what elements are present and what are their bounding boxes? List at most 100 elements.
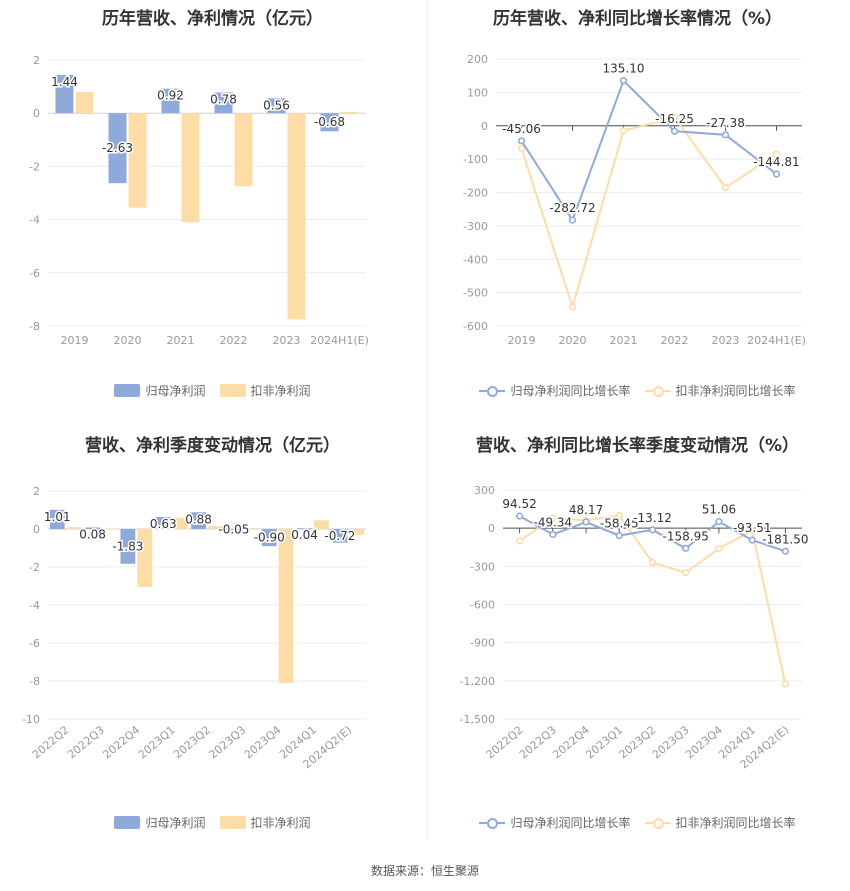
line-point [517, 137, 526, 145]
line-point [619, 127, 628, 135]
chart-legend: 归母净利润 扣非净利润 [0, 382, 425, 399]
x-tick-label: 2024H1(E) [747, 334, 806, 347]
y-tick-label: -100 [463, 153, 488, 166]
bar [137, 529, 153, 587]
line-point [682, 544, 690, 552]
legend-label: 归母净利润 [145, 384, 206, 398]
x-tick-label: 2022Q2 [30, 723, 72, 761]
data-label: 0.78 [210, 92, 237, 106]
legend-swatch [479, 385, 506, 397]
chart-legend: 归母净利润同比增长率 扣非净利润同比增长率 [425, 814, 850, 831]
x-tick-label: 2022Q3 [65, 723, 107, 761]
panel-annual-profit: 历年营收、净利情况（亿元） -8 -6 -4 -2 0 2 2019 2020 2021 2022… [0, 0, 425, 425]
legend-swatch [219, 816, 246, 829]
data-label: 0.88 [185, 512, 212, 526]
bar [85, 527, 100, 529]
line-point [615, 532, 623, 540]
line-point [619, 77, 628, 85]
data-label: -93.51 [733, 521, 772, 535]
legend-swatch [644, 817, 671, 829]
line-point [781, 547, 789, 555]
bar [243, 528, 259, 530]
data-label: -49.34 [533, 515, 572, 529]
legend-swatch [644, 385, 671, 397]
y-tick-label: -8 [29, 320, 40, 333]
y-tick-label: 0 [33, 107, 40, 120]
bar [155, 517, 171, 529]
series-line [519, 514, 787, 685]
data-label: 0.56 [263, 98, 290, 112]
chart-svg: -8 -6 -4 -2 0 2 2019 2020 2021 2022 2023 2024H1(E) 1… [29, 54, 369, 347]
data-label: -13.12 [633, 511, 672, 525]
chart-svg: -600 -500 -400 -300 -200 -100 0 100 200 2019 2020 2… [463, 53, 806, 347]
data-label: -0.72 [324, 529, 355, 543]
line-point [516, 512, 524, 520]
data-source: 数据来源：恒生聚源 [370, 864, 479, 878]
x-tick-label: 2023 [273, 334, 301, 347]
chart-title: 历年营收、净利同比增长率情况（%） [492, 9, 783, 29]
legend-item-series2[interactable]: 扣非净利润同比增长率 [644, 382, 796, 399]
bar [108, 113, 127, 184]
x-tick-label: 2020 [114, 334, 142, 347]
data-label: -27.38 [706, 116, 745, 130]
x-tick-label: 2019 [61, 334, 89, 347]
line-point [516, 537, 524, 545]
bar [314, 520, 329, 529]
line-point [721, 183, 730, 192]
y-tick-label: -6 [29, 267, 40, 280]
bar [172, 517, 188, 529]
data-label: -58.45 [600, 517, 639, 531]
bar [181, 113, 200, 223]
legend-label: 扣非净利润同比增长率 [675, 384, 796, 398]
legend-item-series2[interactable]: 扣非净利润同比增长率 [644, 814, 796, 831]
y-tick-label: -1,500 [460, 713, 495, 726]
y-tick-label: -8 [29, 675, 40, 688]
chart-title: 历年营收、净利情况（亿元） [102, 9, 323, 29]
y-tick-label: 2 [33, 54, 40, 67]
line-point [615, 511, 623, 520]
legend-item-series1[interactable]: 归母净利润同比增长率 [479, 382, 631, 399]
bar [297, 528, 312, 530]
x-tick-label: 2022 [661, 334, 689, 347]
data-label: 1.44 [51, 75, 78, 89]
data-label: 94.52 [502, 497, 536, 511]
legend-label: 扣非净利润同比增长率 [675, 816, 796, 830]
legend-item-series2[interactable]: 扣非净利润 [219, 382, 311, 399]
line-point [648, 526, 657, 534]
y-tick-label: -900 [470, 637, 495, 650]
legend-item-series1[interactable]: 归母净利润 [114, 814, 206, 831]
legend-item-series1[interactable]: 归母净利润同比增长率 [479, 814, 631, 831]
y-tick-label: 0 [488, 522, 495, 535]
line-point [670, 113, 679, 122]
legend-item-series2[interactable]: 扣非净利润 [219, 814, 311, 831]
y-tick-label: 100 [467, 86, 488, 99]
line-point [781, 680, 789, 688]
x-tick-label: 2020 [559, 334, 587, 347]
data-label: 1.01 [44, 510, 71, 524]
line-point [582, 518, 590, 526]
line-point [549, 530, 557, 539]
chart-legend: 归母净利润 扣非净利润 [0, 814, 425, 831]
x-tick-label: 2023Q3 [206, 723, 248, 761]
bar [320, 113, 339, 132]
bar [191, 512, 206, 529]
bar [161, 88, 180, 114]
data-label: 48.17 [569, 503, 603, 517]
y-tick-label: -300 [463, 220, 488, 233]
data-label: -0.90 [254, 531, 285, 545]
x-tick-label: 2021 [610, 334, 638, 347]
data-label: 135.10 [603, 62, 645, 76]
chart-svg: -1,500-1,200-900-600-30003002022Q22022Q3… [460, 484, 811, 771]
legend-swatch [219, 384, 246, 397]
line-point [772, 170, 781, 178]
chart-svg: -10-8-6-4-2022022Q22022Q32022Q42023Q1202… [22, 485, 366, 771]
bar [267, 98, 286, 114]
line-point [721, 131, 730, 139]
data-label: 0.92 [157, 89, 184, 103]
legend-item-series1[interactable]: 归母净利润 [114, 382, 206, 399]
line-point [549, 514, 557, 522]
chart-title: 营收、净利同比增长率季度变动情况（%） [475, 436, 800, 456]
y-tick-label: -2 [29, 561, 40, 574]
data-label: -0.05 [218, 522, 249, 536]
y-tick-label: -400 [463, 253, 488, 266]
